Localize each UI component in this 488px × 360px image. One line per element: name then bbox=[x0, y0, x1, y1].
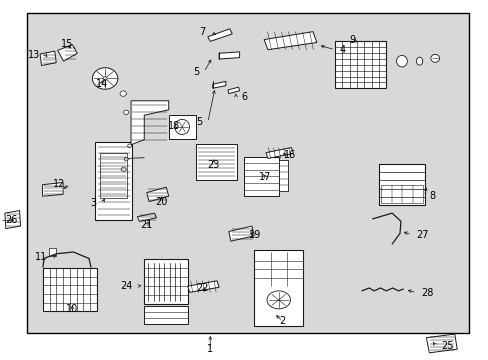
Text: 15: 15 bbox=[61, 39, 74, 49]
Bar bbox=[144, 306, 188, 324]
Polygon shape bbox=[212, 81, 225, 88]
Polygon shape bbox=[137, 213, 156, 221]
Text: 10: 10 bbox=[66, 304, 79, 314]
Ellipse shape bbox=[266, 291, 290, 309]
Polygon shape bbox=[265, 148, 293, 158]
Polygon shape bbox=[426, 334, 456, 353]
Bar bbox=[100, 153, 127, 198]
Bar bbox=[244, 157, 278, 196]
Text: 11: 11 bbox=[35, 252, 47, 262]
Text: 5: 5 bbox=[192, 67, 199, 77]
Text: 6: 6 bbox=[241, 92, 247, 102]
Polygon shape bbox=[219, 52, 239, 59]
Ellipse shape bbox=[396, 55, 407, 67]
Text: 13: 13 bbox=[28, 50, 41, 60]
Ellipse shape bbox=[416, 57, 422, 65]
Bar bbox=[334, 41, 386, 88]
Ellipse shape bbox=[175, 120, 189, 135]
Bar bbox=[144, 259, 188, 304]
Text: 20: 20 bbox=[155, 197, 167, 207]
Text: 3: 3 bbox=[90, 198, 97, 208]
Bar bbox=[95, 142, 132, 220]
Polygon shape bbox=[228, 226, 254, 241]
Text: 7: 7 bbox=[199, 27, 205, 37]
Polygon shape bbox=[227, 87, 239, 94]
Bar bbox=[195, 144, 237, 180]
Text: 24: 24 bbox=[121, 281, 133, 291]
Text: 14: 14 bbox=[95, 78, 108, 89]
Text: 12: 12 bbox=[53, 179, 65, 189]
Ellipse shape bbox=[123, 110, 128, 114]
Ellipse shape bbox=[103, 77, 107, 80]
Ellipse shape bbox=[430, 54, 439, 62]
Ellipse shape bbox=[120, 91, 126, 96]
Bar bbox=[27, 13, 468, 333]
Polygon shape bbox=[5, 211, 20, 229]
Text: 9: 9 bbox=[348, 35, 354, 45]
Polygon shape bbox=[187, 281, 219, 292]
Polygon shape bbox=[40, 51, 56, 66]
Text: 27: 27 bbox=[416, 230, 428, 240]
Text: 2: 2 bbox=[279, 316, 285, 326]
Bar bbox=[278, 160, 287, 191]
Text: 8: 8 bbox=[428, 191, 435, 201]
Ellipse shape bbox=[92, 68, 118, 89]
Ellipse shape bbox=[124, 157, 128, 161]
Polygon shape bbox=[207, 29, 232, 41]
Text: 16: 16 bbox=[283, 150, 296, 160]
Bar bbox=[381, 185, 422, 203]
Text: 21: 21 bbox=[140, 220, 153, 230]
Polygon shape bbox=[146, 187, 168, 202]
Ellipse shape bbox=[127, 144, 131, 148]
Text: 1: 1 bbox=[207, 344, 213, 354]
Bar bbox=[254, 250, 303, 326]
Text: 19: 19 bbox=[248, 230, 261, 240]
Polygon shape bbox=[131, 101, 168, 145]
Text: 25: 25 bbox=[440, 341, 453, 351]
Text: 28: 28 bbox=[421, 288, 433, 298]
Polygon shape bbox=[58, 45, 77, 61]
Text: 26: 26 bbox=[5, 215, 17, 225]
Bar bbox=[43, 268, 97, 311]
Polygon shape bbox=[42, 183, 63, 196]
Polygon shape bbox=[264, 32, 316, 50]
Text: 23: 23 bbox=[207, 159, 220, 170]
Bar bbox=[168, 115, 195, 139]
Text: 22: 22 bbox=[196, 283, 209, 293]
Bar bbox=[49, 248, 56, 256]
Text: 17: 17 bbox=[259, 172, 271, 182]
Text: 18: 18 bbox=[167, 121, 180, 131]
Text: 5: 5 bbox=[196, 117, 203, 127]
Ellipse shape bbox=[121, 167, 126, 171]
Text: 4: 4 bbox=[339, 45, 346, 55]
Bar bbox=[378, 164, 425, 205]
